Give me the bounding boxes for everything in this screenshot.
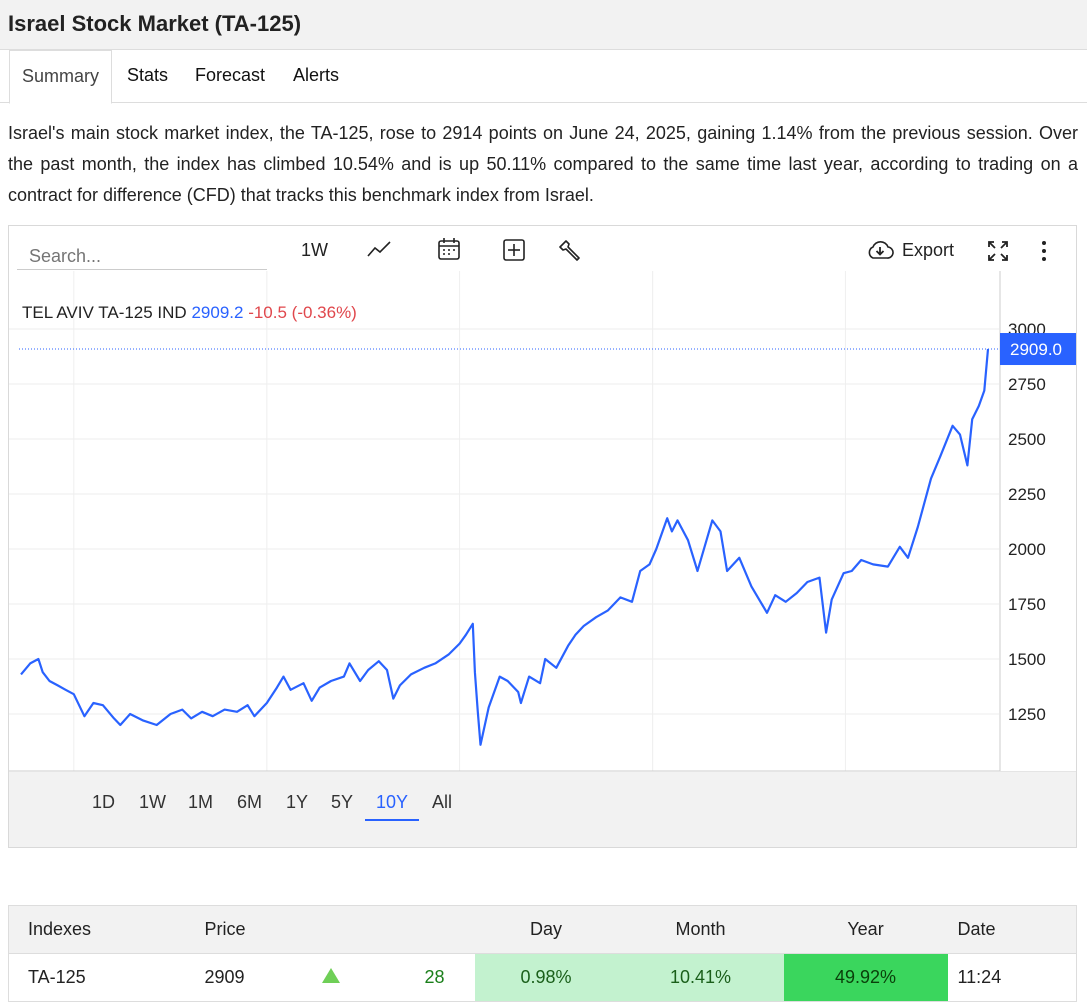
- col-indexes: Indexes: [8, 905, 184, 954]
- y-tick-label: 2500: [1008, 430, 1046, 449]
- range-selector: 1D 1W 1M 6M 1Y 5Y 10Y All: [9, 771, 1076, 847]
- cloud-download-icon: [866, 240, 894, 260]
- change-cell: 28: [368, 953, 475, 1002]
- tab-forecast[interactable]: Forecast: [195, 65, 266, 85]
- range-1m[interactable]: 1M: [188, 792, 214, 812]
- more-vertical-icon[interactable]: [1036, 239, 1052, 263]
- wrench-icon[interactable]: [559, 239, 583, 263]
- export-button[interactable]: Export: [866, 239, 954, 261]
- title-bar: Israel Stock Market (TA-125): [0, 0, 1087, 50]
- col-change: [368, 905, 475, 954]
- price-cell: 2909: [183, 953, 299, 1002]
- range-10y[interactable]: 10Y: [365, 792, 420, 821]
- arrow-up-icon: [321, 968, 340, 983]
- tab-summary[interactable]: Summary: [9, 50, 113, 104]
- year-change-cell: 49.92%: [783, 953, 948, 1002]
- fullscreen-icon[interactable]: [986, 239, 1010, 263]
- page-title: Israel Stock Market (TA-125): [8, 11, 302, 36]
- legend-value: 2909.2: [191, 303, 244, 322]
- range-5y[interactable]: 5Y: [331, 792, 354, 812]
- day-change-cell: 0.98%: [474, 953, 618, 1002]
- col-price: Price: [183, 905, 299, 954]
- interval-button[interactable]: 1W: [301, 240, 328, 260]
- range-6m[interactable]: 6M: [237, 792, 263, 812]
- range-1y[interactable]: 1Y: [286, 792, 309, 812]
- table-header-row: Indexes Price Day Month Year Date: [8, 905, 1077, 954]
- col-date: Date: [947, 905, 1077, 954]
- export-label: Export: [902, 239, 955, 260]
- index-table: Indexes Price Day Month Year Date TA-125…: [8, 905, 1077, 1002]
- series-line: [20, 348, 990, 746]
- range-1w[interactable]: 1W: [139, 792, 166, 812]
- chart-widget: 1W Export 125015001750200022502500275030…: [8, 225, 1077, 848]
- direction-cell: [298, 953, 369, 1002]
- y-tick-label: 1500: [1008, 650, 1046, 669]
- tab-bar: Summary Stats Forecast Alerts: [0, 50, 1087, 104]
- legend-change: -10.5 (-0.36%): [248, 303, 357, 322]
- y-tick-label: 2750: [1008, 375, 1046, 394]
- y-tick-label: 1750: [1008, 595, 1046, 614]
- chart-legend: TEL AVIV TA-125 IND 2909.2 -10.5 (-0.36%…: [22, 303, 357, 323]
- y-tick-label: 2000: [1008, 540, 1046, 559]
- range-1d[interactable]: 1D: [92, 792, 116, 812]
- y-tick-label: 2250: [1008, 485, 1046, 504]
- col-direction: [298, 905, 369, 954]
- line-chart-icon[interactable]: [366, 238, 392, 260]
- tab-alerts[interactable]: Alerts: [293, 65, 340, 85]
- price-chart[interactable]: 1250150017502000225025002750300020162018…: [9, 271, 1076, 771]
- symbol-search-input[interactable]: [17, 242, 267, 270]
- last-price-label: 2909.0: [1010, 340, 1062, 359]
- col-day: Day: [474, 905, 618, 954]
- legend-symbol: TEL AVIV TA-125 IND: [22, 303, 187, 322]
- last-price-badge: [1000, 333, 1076, 366]
- tab-stats[interactable]: Stats: [127, 65, 169, 85]
- index-description: Israel's main stock market index, the TA…: [8, 123, 1078, 205]
- month-change-cell: 10.41%: [617, 953, 784, 1002]
- range-all[interactable]: All: [432, 792, 453, 812]
- date-cell: 11:24: [947, 953, 1077, 1002]
- table-row[interactable]: TA-125 2909 28 0.98% 10.41% 49.92% 11:24: [8, 953, 1077, 1002]
- plus-square-icon[interactable]: [502, 238, 526, 262]
- y-tick-label: 1250: [1008, 705, 1046, 724]
- col-year: Year: [783, 905, 948, 954]
- index-name-link[interactable]: TA-125: [8, 953, 184, 1002]
- calendar-icon[interactable]: [437, 237, 461, 261]
- col-month: Month: [617, 905, 784, 954]
